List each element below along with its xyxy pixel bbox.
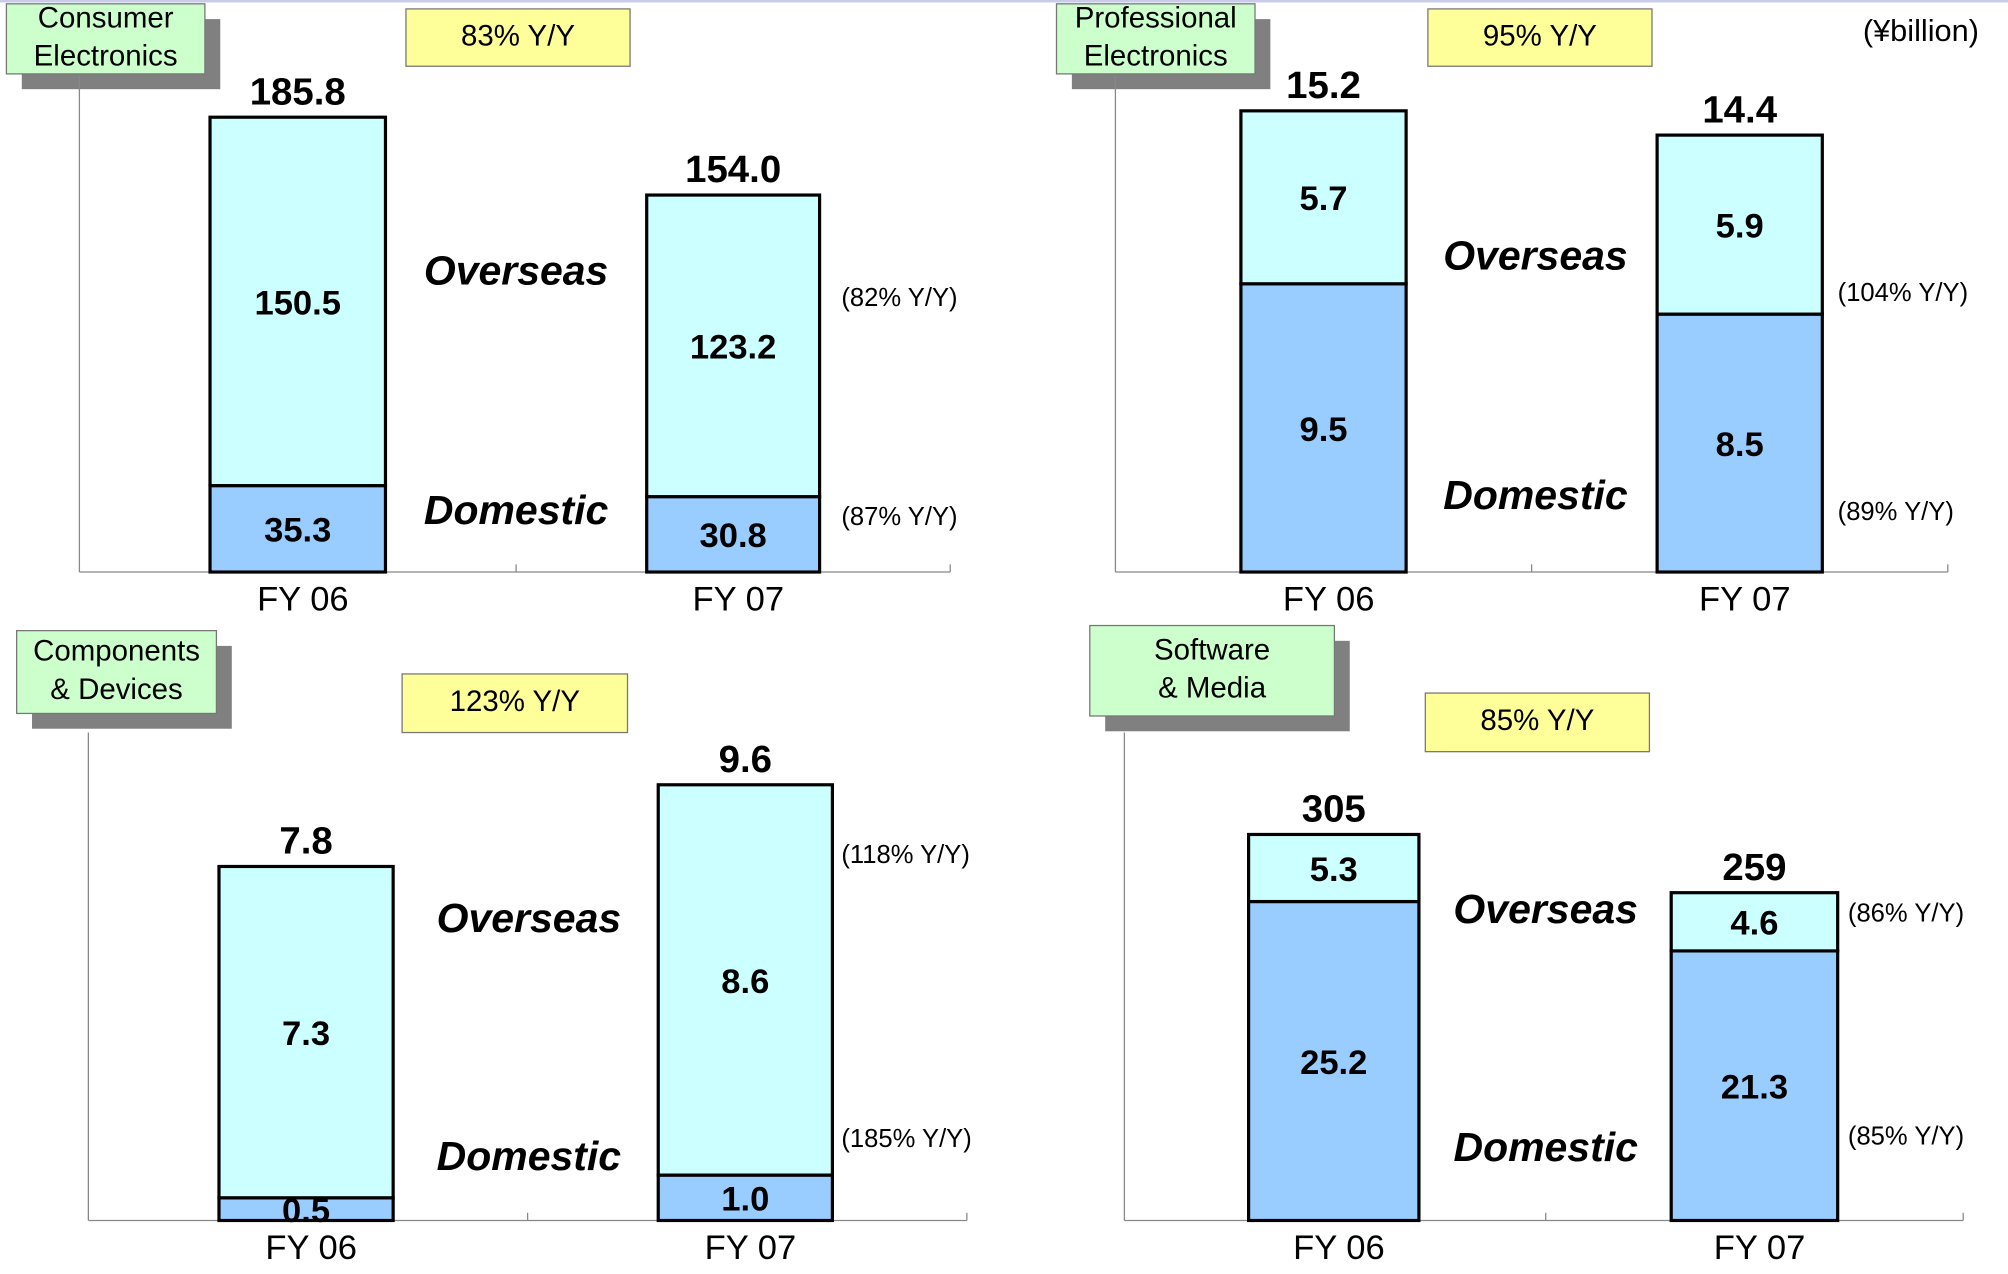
title-line: Components <box>33 635 200 668</box>
title-line: Electronics <box>34 40 178 73</box>
bar-segment <box>1239 282 1408 574</box>
title-line: Professional <box>1075 2 1237 35</box>
series-label: Overseas <box>1443 232 1628 278</box>
yoy-total: 123% Y/Y <box>450 685 580 718</box>
x-tick-label: FY 06 <box>257 580 349 618</box>
series-yoy: (86% Y/Y) <box>1848 900 1964 928</box>
bar-segment <box>1239 109 1408 286</box>
bar-segment <box>645 193 822 499</box>
value-label: 35.3 <box>264 512 331 550</box>
value-label: 5.9 <box>1716 208 1764 246</box>
title-box <box>1089 624 1336 717</box>
yoy-box <box>405 8 631 67</box>
title-line: Electronics <box>1084 40 1228 73</box>
bar-segment <box>208 484 388 574</box>
x-tick-label: FY 06 <box>1293 1229 1385 1267</box>
bar-segment <box>1246 832 1421 904</box>
bar-segment <box>208 115 388 488</box>
value-label: 9.5 <box>1299 411 1347 449</box>
title-line: Software <box>1154 633 1270 666</box>
value-label: 21.3 <box>1721 1069 1788 1107</box>
bar-segment <box>645 495 822 574</box>
unit-note: (¥billion) <box>1863 14 1979 48</box>
series-yoy: (85% Y/Y) <box>1848 1122 1964 1150</box>
bar-segment <box>1669 949 1840 1223</box>
value-label: 7.3 <box>282 1015 330 1053</box>
value-label: 123.2 <box>690 329 776 367</box>
value-label: 8.5 <box>1716 426 1764 464</box>
series-label: Overseas <box>437 895 622 941</box>
series-label: Domestic <box>1443 472 1628 518</box>
title-box <box>16 629 218 715</box>
x-tick-label: FY 07 <box>1699 580 1791 618</box>
x-tick-label: FY 06 <box>1283 580 1375 618</box>
value-label: 30.8 <box>700 517 767 555</box>
series-yoy: (185% Y/Y) <box>841 1125 971 1153</box>
title-line: & Devices <box>50 673 183 706</box>
total-label: 7.8 <box>279 820 332 863</box>
x-tick-label: FY 07 <box>705 1229 797 1267</box>
x-tick-label: FY 07 <box>692 580 784 618</box>
bar-segment <box>656 783 834 1177</box>
series-label: Domestic <box>437 1133 622 1179</box>
x-tick-label: FY 07 <box>1714 1229 1806 1267</box>
value-label: 1.0 <box>721 1181 769 1219</box>
series-yoy: (87% Y/Y) <box>841 503 957 531</box>
bar-segment <box>1669 891 1840 953</box>
title-box <box>5 3 206 75</box>
x-tick-label: FY 06 <box>265 1229 357 1267</box>
value-label: 150.5 <box>254 284 340 322</box>
total-label: 14.4 <box>1702 88 1777 131</box>
series-yoy: (104% Y/Y) <box>1838 279 1968 307</box>
series-yoy: (118% Y/Y) <box>841 841 970 869</box>
total-label: 305 <box>1302 788 1366 831</box>
bar-segment <box>217 864 395 1200</box>
series-label: Overseas <box>1453 886 1638 932</box>
series-yoy: (82% Y/Y) <box>841 284 957 312</box>
total-label: 185.8 <box>250 70 346 113</box>
value-label: 5.3 <box>1310 851 1358 889</box>
value-label: 5.7 <box>1299 180 1347 218</box>
total-label: 259 <box>1722 846 1786 889</box>
yoy-total: 83% Y/Y <box>461 19 575 52</box>
title-line: Consumer <box>38 2 174 35</box>
series-label: Domestic <box>1453 1124 1638 1170</box>
yoy-total: 95% Y/Y <box>1483 19 1597 52</box>
yoy-box <box>1424 692 1651 753</box>
series-label: Domestic <box>424 487 609 533</box>
bar-segment <box>1246 899 1421 1223</box>
value-label: 25.2 <box>1300 1044 1367 1082</box>
yoy-total: 85% Y/Y <box>1480 704 1594 737</box>
bar-segment <box>656 1173 834 1223</box>
total-label: 15.2 <box>1286 64 1361 107</box>
title-line: & Media <box>1158 672 1267 705</box>
value-label: 4.6 <box>1730 905 1778 943</box>
value-label: 8.6 <box>721 963 769 1001</box>
series-yoy: (89% Y/Y) <box>1838 498 1954 526</box>
yoy-box <box>1427 8 1653 67</box>
total-label: 154.0 <box>685 148 781 191</box>
yoy-box <box>401 673 629 734</box>
bar-segment <box>1655 312 1824 574</box>
total-label: 9.6 <box>719 738 772 781</box>
title-box <box>1055 3 1256 75</box>
series-label: Overseas <box>424 248 609 294</box>
bar-segment <box>1655 133 1824 316</box>
